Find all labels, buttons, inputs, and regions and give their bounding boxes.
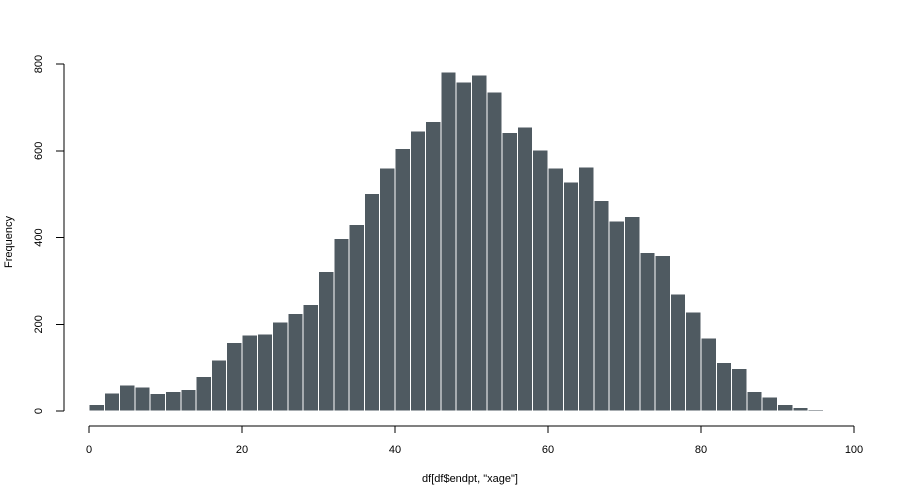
histogram-bar-4-6 — [119, 384, 136, 412]
histogram-bar-52-54 — [486, 91, 503, 412]
histogram-bar-58-60 — [532, 149, 549, 412]
histogram-bar-86-88 — [746, 390, 763, 412]
histogram-bar-74-76 — [654, 255, 671, 412]
histogram-bar-2-4 — [103, 392, 121, 412]
histogram-bar-70-72 — [624, 216, 641, 412]
histogram-bar-16-18 — [210, 359, 228, 412]
x-tick-label-80: 80 — [695, 444, 707, 456]
histogram-bar-36-38 — [363, 192, 381, 412]
histogram-bar-68-70 — [608, 220, 626, 412]
histogram-bar-82-84 — [715, 361, 733, 412]
histogram-bar-60-62 — [547, 167, 564, 412]
histogram-bar-46-48 — [440, 71, 457, 412]
histogram-bar-44-46 — [425, 120, 442, 412]
y-axis-title: Frequency — [3, 216, 15, 268]
histogram-bar-14-16 — [195, 375, 212, 412]
x-tick-label-100: 100 — [845, 444, 863, 456]
histogram-bar-32-34 — [333, 237, 350, 412]
histogram-bar-54-56 — [501, 132, 518, 412]
x-tick-label-40: 40 — [389, 444, 401, 456]
histogram-bar-40-42 — [394, 148, 411, 412]
histogram-bar-94-96 — [807, 409, 824, 412]
y-tick-label-200: 200 — [33, 315, 45, 333]
histogram-bar-22-24 — [256, 333, 274, 412]
histogram-bar-24-26 — [272, 321, 289, 412]
bars-layer — [88, 71, 824, 412]
x-tick-label-20: 20 — [236, 444, 248, 456]
y-axis-ticks: 0 200 400 600 800 — [33, 55, 64, 414]
x-tick-label-0: 0 — [86, 444, 92, 456]
histogram-bar-34-36 — [348, 223, 365, 412]
histogram-bar-6-8 — [134, 386, 151, 412]
y-tick-label-400: 400 — [33, 228, 45, 246]
y-tick-label-800: 800 — [33, 55, 45, 73]
x-axis-ticks: 0 20 40 60 80 100 — [86, 426, 863, 456]
histogram-bar-92-94 — [792, 407, 809, 412]
histogram-bar-76-78 — [669, 293, 687, 412]
histogram-bar-30-32 — [318, 270, 335, 412]
histogram-bar-42-44 — [409, 130, 427, 412]
histogram-bar-18-20 — [226, 341, 243, 412]
x-axis-title: df[df$endpt, "xage"] — [422, 473, 518, 485]
y-tick-label-0: 0 — [33, 408, 45, 414]
histogram-bar-50-52 — [471, 74, 488, 412]
histogram-bar-56-58 — [516, 126, 534, 412]
histogram-bar-80-82 — [700, 337, 717, 412]
histogram-bar-26-28 — [287, 312, 304, 412]
histogram-bar-48-50 — [455, 81, 473, 412]
histogram-bar-90-92 — [777, 403, 794, 412]
histogram-bar-0-2 — [88, 403, 105, 412]
x-tick-label-60: 60 — [542, 444, 554, 456]
histogram-bar-12-14 — [180, 388, 197, 412]
histogram-bar-8-10 — [149, 393, 166, 412]
histogram-bar-10-12 — [165, 390, 182, 412]
histogram-bar-66-68 — [593, 200, 610, 412]
y-tick-label-600: 600 — [33, 142, 45, 160]
histogram-bar-20-22 — [241, 334, 258, 412]
histogram-bar-78-80 — [685, 311, 702, 412]
histogram-bar-38-40 — [379, 167, 396, 412]
histogram-bar-28-30 — [302, 304, 320, 412]
histogram-bar-84-86 — [731, 367, 748, 412]
histogram-bar-88-90 — [761, 396, 779, 412]
histogram-bar-72-74 — [639, 252, 656, 412]
histogram-bar-62-64 — [562, 181, 580, 412]
histogram-bar-64-66 — [578, 166, 595, 412]
